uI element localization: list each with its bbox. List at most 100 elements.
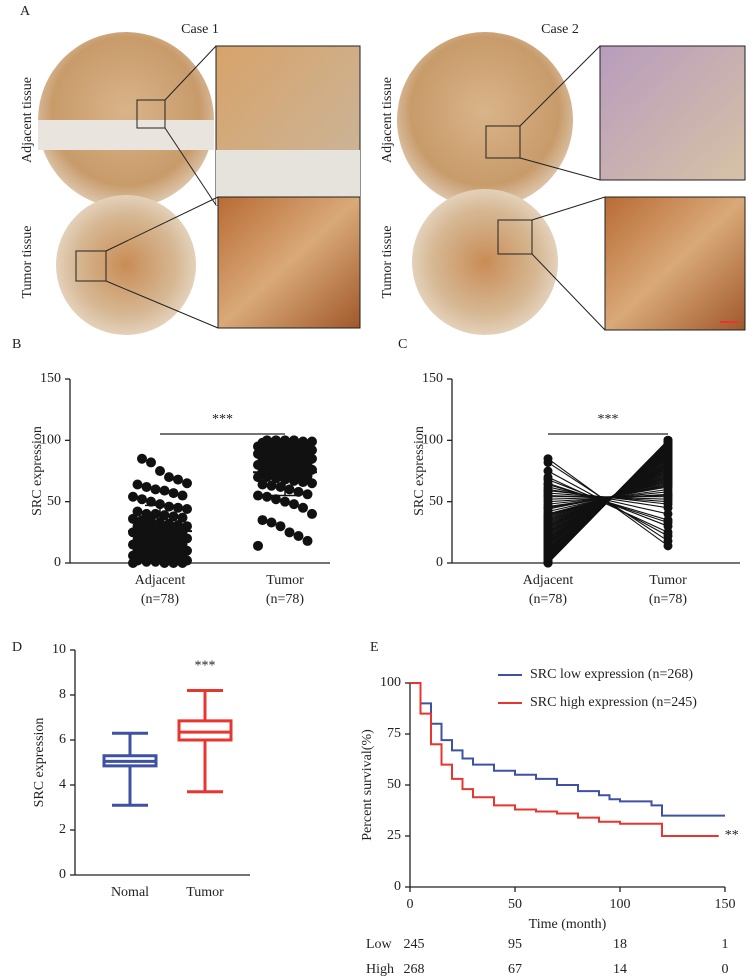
- risk-count: 18: [613, 937, 627, 952]
- annotation: ***: [598, 412, 619, 427]
- dot: [262, 491, 272, 502]
- dot: [146, 457, 156, 468]
- dot: [271, 435, 281, 446]
- y-tick-label: 10: [52, 642, 66, 657]
- tissue-core: [397, 32, 573, 208]
- dot: [298, 502, 308, 513]
- dot: [128, 491, 138, 502]
- y-tick-label: 2: [59, 822, 66, 837]
- survival-curve: [410, 682, 719, 837]
- risk-count: 268: [404, 962, 425, 977]
- y-tick-label: 4: [59, 777, 66, 792]
- y-tick-label: 0: [394, 879, 401, 894]
- dot: [275, 481, 286, 492]
- dot: [262, 435, 272, 446]
- zoom-gap: [216, 150, 360, 205]
- zoom-line: [519, 157, 601, 181]
- dot: [280, 435, 290, 446]
- dot: [173, 502, 183, 513]
- zoom-image: [217, 196, 361, 329]
- dot: [257, 515, 268, 526]
- dot: [182, 504, 192, 515]
- pair-line: [547, 488, 669, 509]
- risk-count: 0: [722, 962, 729, 977]
- dot: [293, 531, 304, 542]
- dot: [177, 490, 188, 501]
- zoom-image: [604, 196, 746, 331]
- row-label: Tumor tissue: [380, 225, 395, 298]
- y-axis-title: SRC expression: [32, 718, 47, 808]
- zoom-line: [105, 196, 219, 252]
- case-label: Case 2: [541, 22, 579, 37]
- y-axis-title: SRC expression: [30, 426, 45, 516]
- tissue-core: [56, 195, 196, 335]
- dot: [543, 454, 553, 464]
- zoom-line: [105, 280, 219, 329]
- dot: [141, 508, 152, 519]
- x-tick-label: Tumor: [649, 573, 687, 588]
- dot: [253, 490, 263, 501]
- risk-row-label: Low: [366, 937, 393, 952]
- box: [177, 719, 233, 742]
- zoom-line: [164, 127, 217, 206]
- tissue-gap: [38, 120, 214, 150]
- y-tick-label: 50: [387, 777, 401, 792]
- dot: [307, 436, 317, 447]
- y-tick-label: 50: [429, 494, 443, 509]
- x-tick-sublabel: (n=78): [266, 592, 305, 607]
- dot: [132, 506, 143, 517]
- zoom-box: [497, 219, 533, 255]
- annotation: **: [725, 828, 739, 843]
- dot: [271, 494, 281, 505]
- dot: [257, 479, 268, 490]
- y-tick-label: 100: [380, 675, 401, 690]
- dot: [137, 453, 147, 464]
- dot: [146, 496, 156, 507]
- x-tick-sublabel: (n=78): [529, 592, 568, 607]
- dot: [663, 541, 673, 551]
- dot: [302, 535, 313, 546]
- dot: [173, 474, 183, 485]
- y-tick-label: 50: [47, 494, 61, 509]
- row-label: Tumor tissue: [20, 225, 35, 298]
- dot: [284, 484, 295, 495]
- risk-count: 245: [404, 937, 425, 952]
- x-tick-label: Adjacent: [135, 573, 186, 588]
- y-tick-label: 0: [54, 555, 61, 570]
- zoom-line: [531, 196, 606, 221]
- zoom-box: [75, 250, 107, 282]
- dot: [173, 519, 183, 530]
- y-tick-label: 25: [387, 828, 401, 843]
- x-tick-label: 0: [407, 897, 414, 912]
- y-tick-label: 100: [40, 433, 61, 448]
- risk-count: 67: [508, 962, 522, 977]
- panel-letter: C: [398, 337, 407, 352]
- x-tick-label: Adjacent: [523, 573, 574, 588]
- zoom-box: [485, 125, 521, 159]
- pair-line: [547, 486, 669, 515]
- dot: [132, 479, 143, 490]
- dot: [289, 435, 299, 446]
- risk-count: 1: [722, 937, 729, 952]
- row-label: Adjacent tissue: [380, 77, 395, 163]
- zoom-line: [519, 45, 601, 127]
- dot: [164, 472, 174, 483]
- y-tick-label: 100: [422, 433, 443, 448]
- dot: [159, 485, 170, 496]
- dot: [168, 488, 179, 499]
- dot: [307, 478, 317, 489]
- y-tick-label: 150: [422, 371, 443, 386]
- dot: [164, 518, 174, 529]
- dot: [266, 480, 277, 491]
- y-axis-title: Percent survival(%): [360, 729, 375, 841]
- panel-letter: B: [12, 337, 21, 352]
- dot: [146, 516, 156, 527]
- dot: [182, 521, 192, 532]
- pair-line: [547, 476, 669, 533]
- y-tick-label: 75: [387, 726, 401, 741]
- tissue-core: [412, 189, 558, 335]
- panel-letter: A: [20, 4, 31, 19]
- y-axis-title: SRC expression: [412, 426, 427, 516]
- dot: [307, 508, 317, 519]
